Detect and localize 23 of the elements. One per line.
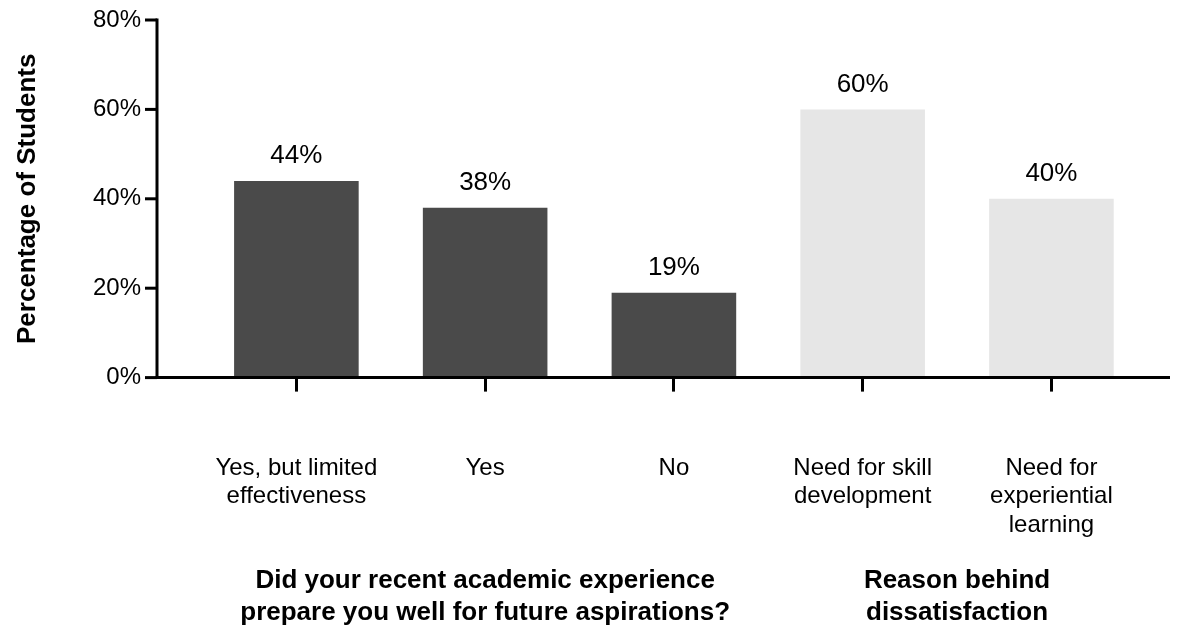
x-tick-label: No [658, 452, 690, 480]
bar [234, 180, 359, 378]
text: Reason behind dissatisfaction [863, 564, 1051, 626]
y-tick-label: 20% [92, 272, 141, 300]
x-tick-label: Yes [465, 452, 505, 480]
data-label: 44% [270, 139, 323, 170]
y-tick-label: 40% [92, 183, 141, 211]
bar [611, 292, 737, 378]
bar [800, 109, 925, 378]
data-label: 38% [459, 165, 512, 196]
data-label: 40% [1025, 156, 1078, 187]
text: Did your recent academic experience prepare you well for future aspirations? [240, 564, 731, 626]
y-axis-title: Percentage of Students [10, 53, 41, 344]
x-tick-label: Need for experiential learning [990, 452, 1113, 538]
data-label: 19% [647, 250, 700, 281]
y-tick-label: 80% [92, 4, 141, 32]
bar [989, 198, 1114, 378]
y-tick-label: 60% [92, 94, 141, 122]
x-tick-label: Need for skill development [793, 452, 933, 509]
y-tick-label: 0% [106, 362, 141, 390]
data-label: 60% [836, 67, 889, 98]
bar [422, 207, 548, 378]
x-tick-label: Yes, but limited effectiveness [215, 452, 378, 509]
